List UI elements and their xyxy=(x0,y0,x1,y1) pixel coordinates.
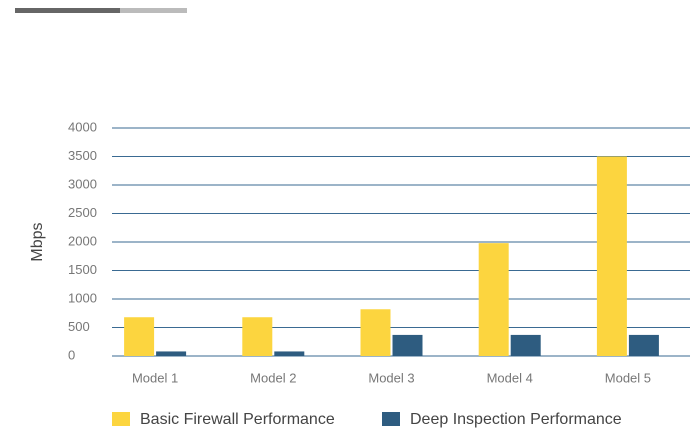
bar xyxy=(510,334,541,356)
bar xyxy=(478,243,509,356)
bar xyxy=(156,351,187,356)
y-tick-label: 1500 xyxy=(68,262,97,277)
y-tick-label: 2500 xyxy=(68,205,97,220)
y-tick-label: 1000 xyxy=(68,290,97,305)
legend-label: Basic Firewall Performance xyxy=(140,411,335,428)
bar xyxy=(596,156,627,356)
y-tick-label: 4000 xyxy=(68,119,97,134)
legend-swatch xyxy=(112,412,130,426)
x-tick-label: Model 1 xyxy=(132,370,178,385)
y-axis-title: Mbps xyxy=(29,222,46,261)
bar xyxy=(360,309,391,356)
bar xyxy=(124,317,155,356)
bar xyxy=(628,334,659,356)
y-tick-label: 3000 xyxy=(68,176,97,191)
x-tick-label: Model 2 xyxy=(250,370,296,385)
x-tick-label: Model 5 xyxy=(605,370,651,385)
decor-bar-dark xyxy=(15,8,120,13)
legend-swatch xyxy=(382,412,400,426)
y-tick-label: 3500 xyxy=(68,148,97,163)
y-tick-label: 2000 xyxy=(68,233,97,248)
decor-bar-light xyxy=(120,8,187,13)
bar xyxy=(274,351,305,356)
bar xyxy=(392,334,423,356)
y-tick-label: 500 xyxy=(68,319,90,334)
legend-label: Deep Inspection Performance xyxy=(410,411,622,428)
bar xyxy=(242,317,273,356)
x-tick-label: Model 3 xyxy=(368,370,414,385)
y-tick-label: 0 xyxy=(68,347,75,362)
x-tick-label: Model 4 xyxy=(487,370,533,385)
